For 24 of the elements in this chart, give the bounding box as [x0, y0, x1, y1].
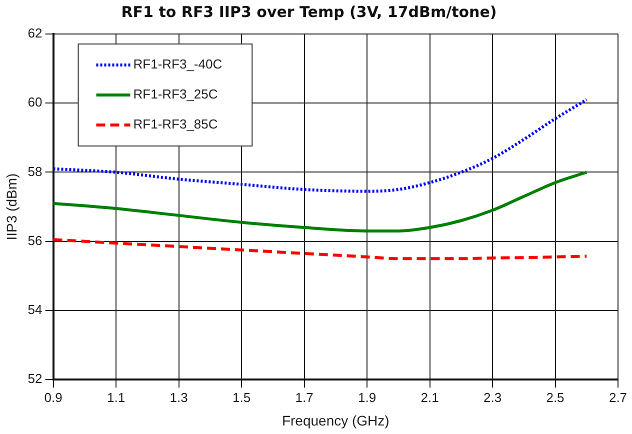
x-tick-label: 2.1 [420, 390, 439, 405]
legend-label: RF1-RF3_-40C [133, 56, 222, 72]
x-tick-label: 1.3 [170, 390, 188, 405]
x-tick-label: 2.7 [608, 390, 628, 405]
x-tick-label: 0.9 [44, 390, 62, 405]
x-tick-label: 2.3 [483, 390, 502, 405]
y-tick-label: 62 [28, 26, 42, 41]
line-series [53, 238, 588, 260]
y-axis-title: IIP3 (dBm) [3, 173, 20, 240]
line-series [53, 170, 588, 232]
x-tick-label: 2.5 [546, 390, 564, 405]
x-tick-label: 1.5 [232, 390, 251, 405]
x-tick-label: 1.7 [295, 390, 314, 405]
x-tick-label: 1.1 [106, 390, 126, 405]
chart-title: RF1 to RF3 IIP3 over Temp (3V, 17dBm/tone) [121, 2, 497, 21]
y-tick-label: 60 [28, 94, 42, 110]
y-tick-label: 52 [28, 371, 42, 386]
legend-label: RF1-RF3_25C [133, 86, 218, 102]
x-tick-label: 1.9 [358, 390, 376, 405]
y-tick-label: 58 [28, 164, 42, 179]
y-tick-label: 54 [28, 302, 42, 318]
y-tick-label: 56 [28, 232, 42, 248]
legend-label: RF1-RF3_85C [133, 116, 218, 132]
x-axis-title: Frequency (GHz) [282, 412, 390, 428]
